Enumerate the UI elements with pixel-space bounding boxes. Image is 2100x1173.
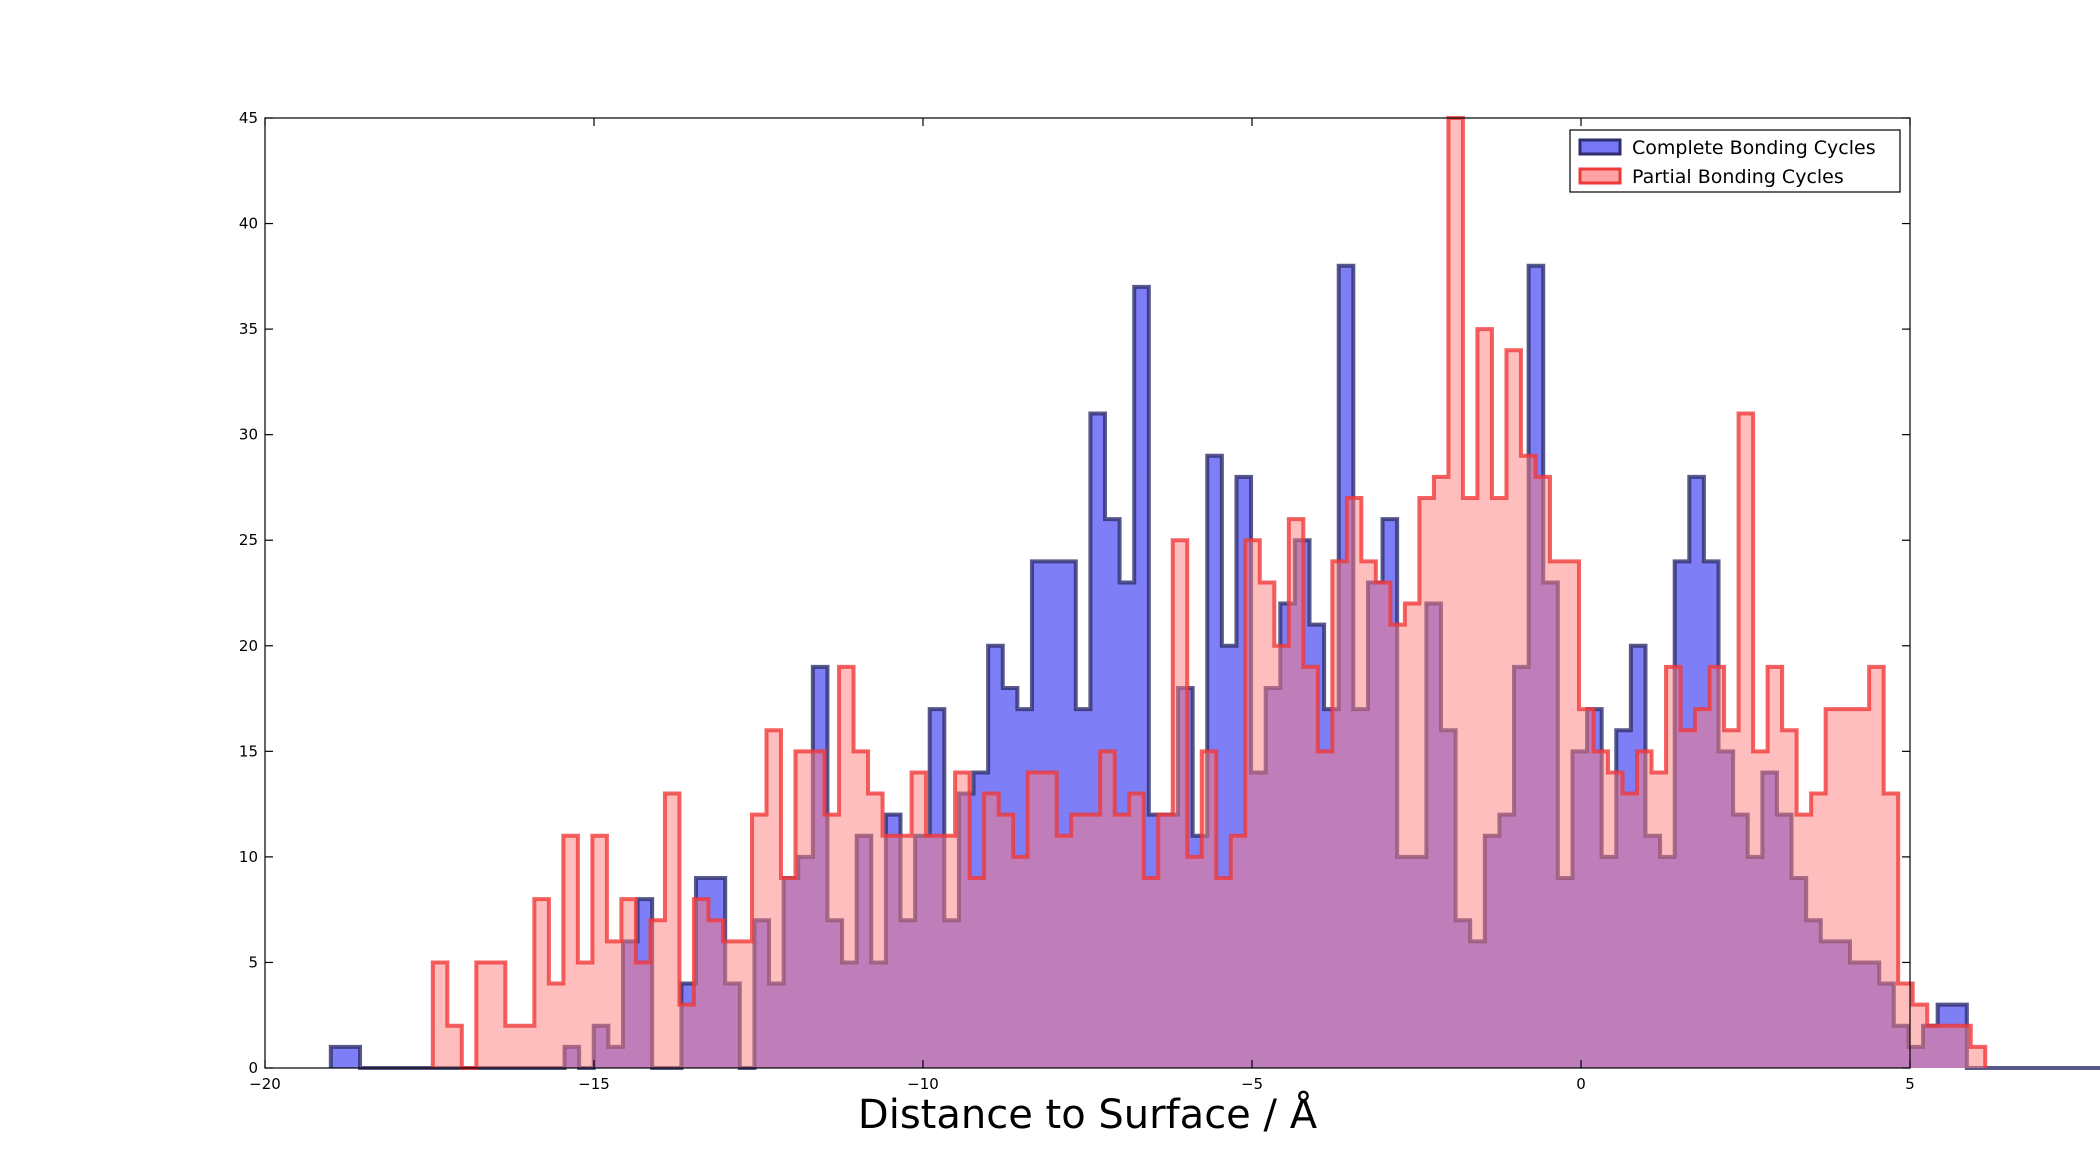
- x-tick-label: −15: [578, 1075, 610, 1093]
- x-axis-label: Distance to Surface / Å: [858, 1090, 1318, 1138]
- series-1-outline: [430, 116, 1988, 1070]
- y-tick-label: 0: [248, 1059, 258, 1077]
- y-axis: 0 5 10 15 20 25 30 35 40 45: [239, 109, 1910, 1077]
- y-tick-label: 15: [239, 742, 258, 760]
- legend-label-partial: Partial Bonding Cycles: [1632, 166, 1844, 188]
- plot-series: [328, 116, 2100, 1070]
- x-tick-label: −20: [249, 1075, 281, 1093]
- x-tick-label: −10: [907, 1075, 939, 1093]
- legend-swatch-partial: [1578, 167, 1622, 185]
- legend-box: [1569, 129, 1901, 193]
- y-tick-label: 25: [239, 531, 258, 549]
- y-tick-label: 30: [239, 426, 258, 444]
- x-tick-label: 0: [1576, 1075, 1586, 1093]
- x-tick-label: 5: [1905, 1075, 1915, 1093]
- series-1: [430, 116, 1988, 1070]
- series-1-area: [432, 118, 1986, 1068]
- legend-label-complete: Complete Bonding Cycles: [1632, 137, 1876, 159]
- y-tick-label: 40: [239, 215, 258, 233]
- y-tick-label: 20: [239, 637, 258, 655]
- y-tick-label: 35: [239, 320, 258, 338]
- legend-swatch-complete: [1578, 138, 1622, 156]
- plot-frame: [264, 117, 1911, 1069]
- y-tick-label: 10: [239, 848, 258, 866]
- x-axis: −20 −15 −10 −5 0 5: [249, 118, 1915, 1093]
- y-tick-label: 5: [248, 953, 258, 971]
- y-tick-label: 45: [239, 109, 258, 127]
- x-tick-label: −5: [1241, 1075, 1263, 1093]
- legend: Complete Bonding Cycles Partial Bonding …: [1569, 129, 1901, 193]
